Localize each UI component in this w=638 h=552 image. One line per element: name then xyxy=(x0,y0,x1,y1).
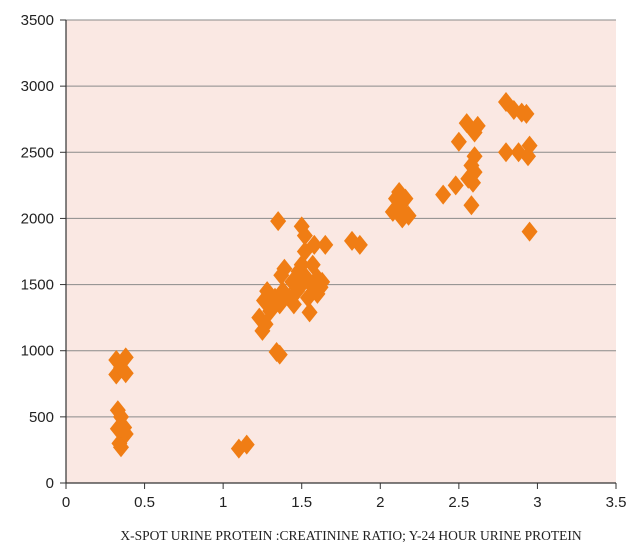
x-tick-labels: 0 0.5 1 1.5 2 2.5 3 3.5 xyxy=(62,494,627,511)
x-tick-label: 2.5 xyxy=(448,494,469,511)
data-point xyxy=(466,146,483,167)
data-point xyxy=(314,271,331,292)
data-point xyxy=(117,347,134,368)
plot-area xyxy=(66,20,616,483)
data-point xyxy=(463,195,480,216)
y-tick-label: 500 xyxy=(29,409,54,426)
data-point xyxy=(238,434,255,455)
y-tick-label: 2500 xyxy=(21,144,54,161)
data-point xyxy=(435,184,452,205)
y-tick-label: 3500 xyxy=(21,12,54,29)
gridlines xyxy=(66,19,616,418)
data-point xyxy=(306,234,323,255)
data-point xyxy=(521,221,538,242)
x-tick-label: 1 xyxy=(219,494,227,511)
data-point xyxy=(117,363,134,384)
axes xyxy=(60,19,617,489)
data-point xyxy=(400,205,417,226)
data-point xyxy=(518,103,535,124)
data-point xyxy=(271,344,288,365)
data-point xyxy=(301,302,318,323)
x-tick-label: 3 xyxy=(533,494,541,511)
y-tick-label: 1500 xyxy=(21,277,54,294)
y-tick-label: 1000 xyxy=(21,343,54,360)
data-point xyxy=(458,113,475,134)
data-point xyxy=(351,234,368,255)
data-point xyxy=(113,437,129,458)
x-tick-label: 0.5 xyxy=(134,494,155,511)
data-point xyxy=(397,188,414,209)
x-tick-label: 2 xyxy=(376,494,384,511)
data-point xyxy=(276,258,293,279)
x-tick-label: 0 xyxy=(62,494,70,511)
data-point xyxy=(469,115,486,136)
x-tick-label: 3.5 xyxy=(606,494,627,511)
y-tick-labels: 0 500 1000 1500 2000 2500 3000 3500 xyxy=(21,12,54,492)
x-axis-label: X-SPOT URINE PROTEIN :CREATININE RATIO; … xyxy=(120,528,581,543)
data-point xyxy=(296,225,313,246)
y-tick-label: 2000 xyxy=(21,210,54,227)
data-point xyxy=(521,135,538,156)
data-points xyxy=(108,92,538,459)
data-point xyxy=(317,234,334,255)
data-point xyxy=(270,211,287,232)
data-point xyxy=(447,175,464,196)
x-tick-label: 1.5 xyxy=(291,494,312,511)
data-point xyxy=(498,142,514,163)
y-tick-label: 0 xyxy=(46,475,54,492)
data-point xyxy=(450,131,467,152)
y-tick-label: 3000 xyxy=(21,78,54,95)
data-point xyxy=(466,162,483,183)
